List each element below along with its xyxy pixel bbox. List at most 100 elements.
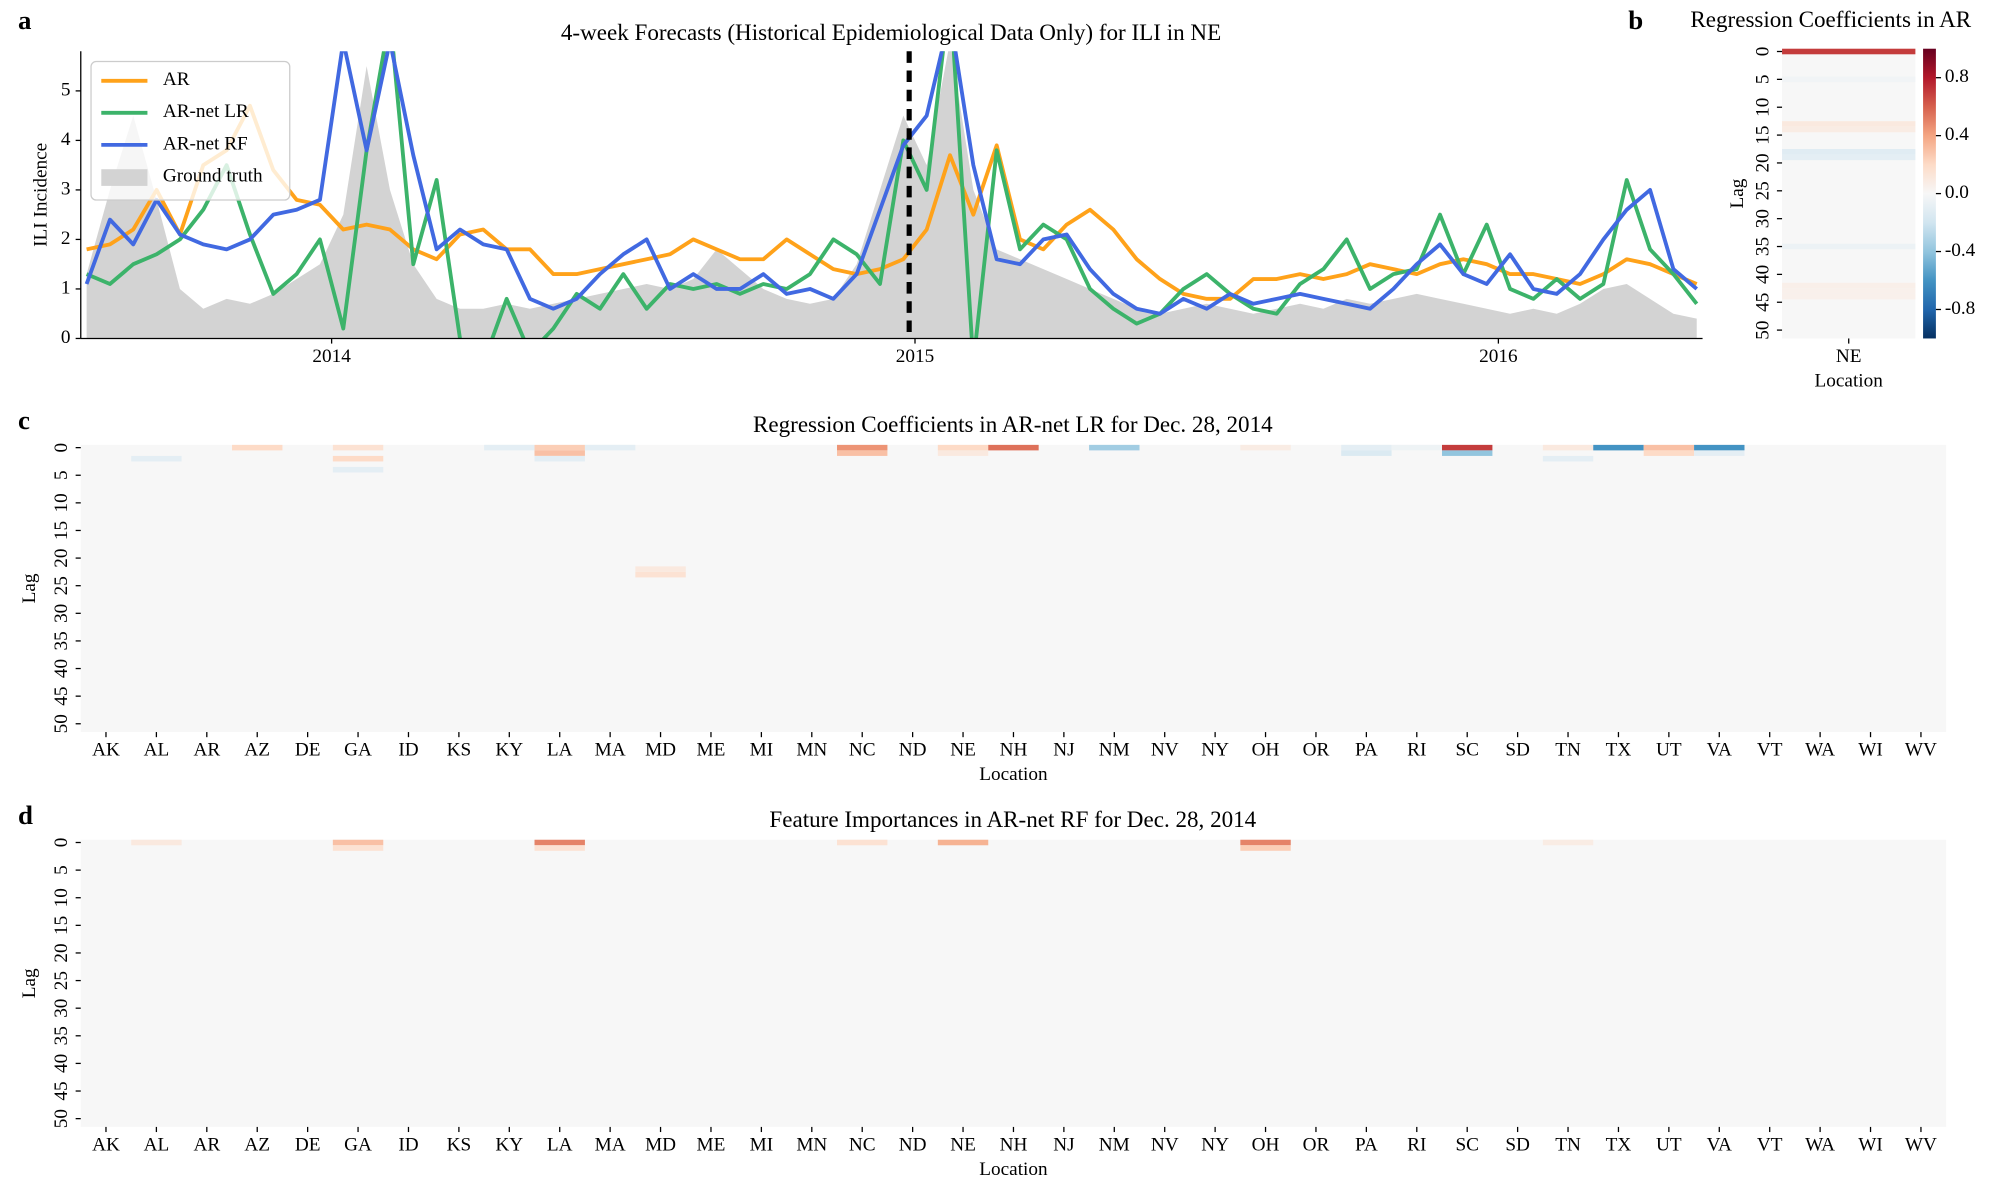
x-tick-label: NV bbox=[1151, 1135, 1179, 1156]
cell bbox=[837, 444, 888, 451]
legend-swatch bbox=[101, 169, 148, 186]
x-tick-label: NE bbox=[950, 1135, 976, 1156]
x-tick-label: ID bbox=[398, 1135, 418, 1156]
cell bbox=[837, 839, 888, 846]
y-tick-label: 1 bbox=[61, 277, 71, 298]
y-tick-label: 2 bbox=[61, 228, 71, 249]
y-tick-label: 15 bbox=[1753, 125, 1774, 144]
panel-letter: a bbox=[18, 5, 32, 35]
y-tick-label: 0 bbox=[51, 443, 72, 453]
x-tick-label: GA bbox=[344, 740, 372, 761]
x-tick-label: RI bbox=[1407, 740, 1426, 761]
cell bbox=[1593, 444, 1644, 451]
line bbox=[85, 51, 1699, 339]
x-tick-label: NY bbox=[1201, 740, 1229, 761]
y-tick-label: 40 bbox=[1753, 265, 1774, 284]
x-tick-label: MN bbox=[796, 1135, 827, 1156]
x-tick-label: PA bbox=[1355, 1135, 1378, 1156]
cell bbox=[1782, 282, 1916, 289]
x-tick-label: WI bbox=[1858, 740, 1883, 761]
x-tick-label: NJ bbox=[1053, 740, 1075, 761]
cell bbox=[1782, 288, 1916, 294]
x-tick-label: AK bbox=[92, 740, 120, 761]
x-tick-label: MD bbox=[645, 1135, 676, 1156]
x-tick-label: MD bbox=[645, 740, 676, 761]
cell bbox=[937, 444, 989, 451]
x-tick-label: NM bbox=[1099, 1135, 1130, 1156]
x-tick-label: DE bbox=[295, 740, 321, 761]
x-tick-label: AL bbox=[144, 740, 170, 761]
x-tick-label: 2016 bbox=[1479, 346, 1518, 367]
y-tick-label: 4 bbox=[61, 129, 71, 150]
y-tick-label: 20 bbox=[1753, 153, 1774, 172]
x-tick-label: NY bbox=[1201, 1135, 1229, 1156]
y-tick-label: 5 bbox=[1753, 75, 1774, 85]
y-axis-label: Lag bbox=[19, 573, 40, 603]
cell bbox=[1643, 444, 1695, 451]
y-tick-label: 0 bbox=[1753, 47, 1774, 57]
x-axis-label: Location bbox=[979, 764, 1048, 785]
y-tick-label: 10 bbox=[51, 493, 72, 512]
x-tick-label: TN bbox=[1555, 740, 1581, 761]
x-tick-label: ND bbox=[899, 740, 927, 761]
panel-letter: d bbox=[18, 800, 33, 830]
cell bbox=[534, 450, 585, 456]
cell bbox=[1542, 444, 1594, 451]
legend-box bbox=[90, 60, 291, 201]
x-tick-label: AK bbox=[92, 1135, 120, 1156]
cell bbox=[1240, 845, 1291, 851]
x-tick-label: VT bbox=[1757, 740, 1783, 761]
x-tick-label: 2015 bbox=[896, 346, 934, 367]
x-tick-label: KS bbox=[447, 1135, 472, 1156]
x-tick-label: WA bbox=[1805, 740, 1835, 761]
cell bbox=[332, 455, 384, 462]
x-tick-label: WV bbox=[1905, 740, 1937, 761]
cell bbox=[1782, 154, 1916, 161]
cell bbox=[332, 839, 384, 846]
x-tick-label: UT bbox=[1656, 1135, 1682, 1156]
cell bbox=[1542, 839, 1594, 846]
x-tick-label: OR bbox=[1303, 1135, 1330, 1156]
colorbar-tick-label: 0.4 bbox=[1945, 124, 1969, 145]
y-tick-label: 25 bbox=[1753, 181, 1774, 200]
x-tick-label: AR bbox=[193, 1135, 220, 1156]
x-tick-label: WA bbox=[1805, 1135, 1835, 1156]
x-tick-label: AZ bbox=[244, 740, 270, 761]
cell bbox=[988, 444, 1039, 451]
x-tick-label: SC bbox=[1455, 740, 1479, 761]
x-tick-label: NH bbox=[1000, 740, 1028, 761]
x-tick-label: ME bbox=[697, 1135, 726, 1156]
x-tick-label: SC bbox=[1455, 1135, 1479, 1156]
cell bbox=[534, 444, 585, 451]
x-tick-label: LA bbox=[547, 740, 573, 761]
cell bbox=[635, 571, 686, 578]
legend-label: AR bbox=[163, 69, 190, 90]
y-tick-label: 30 bbox=[51, 604, 72, 623]
x-tick-label: LA bbox=[547, 1135, 573, 1156]
cell bbox=[1782, 121, 1916, 127]
cell bbox=[1441, 450, 1493, 456]
x-tick-label: VT bbox=[1757, 1135, 1783, 1156]
cell bbox=[1782, 243, 1916, 250]
cell bbox=[332, 466, 384, 473]
x-tick-label: MA bbox=[595, 740, 626, 761]
x-tick-label: KY bbox=[495, 1135, 523, 1156]
y-tick-label: 45 bbox=[51, 687, 72, 706]
x-tick-label: OH bbox=[1252, 1135, 1280, 1156]
y-tick-label: 45 bbox=[51, 1081, 72, 1100]
x-tick-label: NH bbox=[1000, 1135, 1028, 1156]
cell bbox=[1089, 444, 1140, 451]
chart-title: 4-week Forecasts (Historical Epidemiolog… bbox=[561, 19, 1221, 45]
legend-label: AR-net RF bbox=[163, 133, 248, 154]
cell bbox=[332, 444, 384, 451]
cell bbox=[534, 455, 585, 462]
x-tick-label: NV bbox=[1151, 740, 1179, 761]
cell bbox=[635, 566, 686, 572]
cell bbox=[937, 839, 989, 846]
y-tick-label: 10 bbox=[1753, 98, 1774, 117]
line bbox=[84, 51, 1698, 316]
x-tick-label: OH bbox=[1252, 740, 1280, 761]
y-axis-label: Lag bbox=[19, 968, 40, 998]
y-tick-label: 35 bbox=[1753, 237, 1774, 256]
